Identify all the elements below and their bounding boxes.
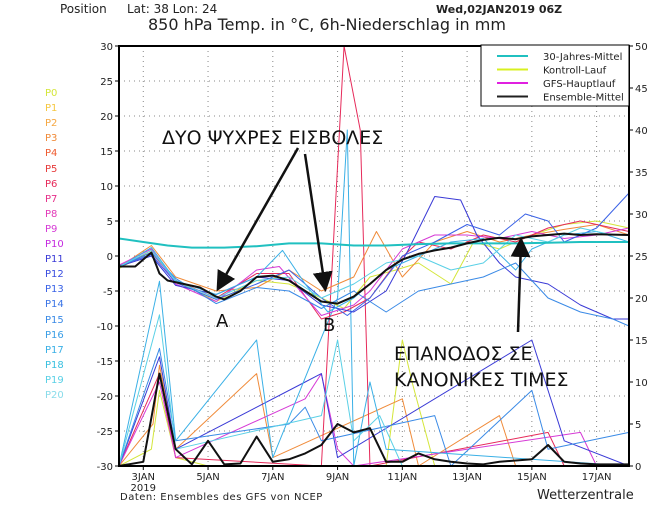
y-left-tick-label: 5 [107,217,113,228]
grid [119,46,629,466]
lat-lon-label: Lat: 38 Lon: 24 [127,2,218,16]
y-left-tick-label: 25 [100,77,113,88]
y-right-tick-label: 45 [635,84,648,95]
arrow-to-a [216,147,300,292]
y-right-tick-label: 0 [635,462,641,473]
legend-entry-label: Ensemble-Mittel [543,93,624,104]
y-left-tick-label: 20 [100,112,113,123]
y-left-tick-label: -25 [97,427,113,438]
member-label-p12: P12 [45,269,64,281]
y-right-tick-label: 20 [635,294,648,305]
annotation-label-a: A [216,311,229,332]
temp-line-p15 [118,252,630,327]
chart-legend: 30-Jahres-Mittel Kontroll-Lauf GFS-Hauptla… [480,44,630,107]
y-right-tick-label: 15 [635,336,648,347]
annotation-return-line2: ΚΑΝΟΝΙΚΕΣ ΤΙΜΕΣ [394,369,569,391]
x-tick-label: 11JAN [387,472,417,483]
member-label-p3: P3 [45,133,58,145]
precip-line-p19 [118,314,629,467]
y-left-tick-label: -5 [103,287,113,298]
chart-title: 850 hPa Temp. in °C, 6h-Niederschlag in … [148,15,506,34]
annotation-cold-outbreaks: ΔΥΟ ΨΥΧΡΕΣ ΕΙΣΒΟΛΕΣ [162,127,383,149]
member-label-p15: P15 [45,314,64,326]
temp-line-p11 [118,196,629,320]
y-left-tick-label: -30 [97,462,113,473]
member-label-p0: P0 [45,88,58,99]
member-label-p5: P5 [45,163,58,175]
annotations: ΔΥΟ ΨΥΧΡΕΣ ΕΙΣΒΟΛΕΣ A B ΕΠΑΝΟΔΟΣ ΣΕ ΚΑΝΟΝΙΚΕ… [162,127,569,391]
y-right-tick-label: 10 [635,378,648,389]
y-right-tick-label: 5 [635,420,641,431]
member-label-p2: P2 [45,118,58,130]
temp-line-p19 [118,227,629,299]
precip-lines [118,45,630,467]
temp-line-p13 [118,192,630,316]
y-left-tick-label: -15 [97,357,113,368]
temp-lines [118,192,630,327]
member-label-p6: P6 [45,178,58,190]
member-label-p11: P11 [45,254,64,266]
x-tick-sublabel: 2019 [131,483,156,494]
x-tick-label: 9JAN [326,472,349,483]
member-label-p10: P10 [45,239,64,250]
run-date: Wed,02JAN2019 06Z [436,3,563,16]
member-label-p17: P17 [45,344,64,356]
member-label-p20: P20 [45,390,64,401]
legend-entry-label: GFS-Hauptlauf [543,79,616,90]
member-label-p9: P9 [45,223,58,235]
y-left-tick-label: 15 [100,147,113,158]
position-label: Position [60,2,107,16]
y-left-tick-label: 0 [107,252,113,263]
y-right-tick-label: 40 [635,126,648,137]
y-right-tick-label: 50 [635,42,648,53]
x-tick-label: 17JAN [582,472,612,483]
y-left-tick-label: 30 [100,42,113,53]
temp-line-p3 [118,224,630,292]
x-tick-label: 5JAN [196,472,219,483]
y-right-tick-label: 30 [635,210,648,221]
member-label-p19: P19 [45,374,64,386]
member-label-p7: P7 [45,193,58,205]
y-left-tick-label: 10 [100,182,113,193]
legend-entry-label: 30-Jahres-Mittel [543,52,622,63]
member-label-p16: P16 [45,329,64,341]
annotation-label-b: B [323,315,335,336]
precip-line-p9 [118,373,629,467]
annotation-return-line1: ΕΠΑΝΟΔΟΣ ΣΕ [394,343,532,365]
member-label-p1: P1 [45,103,58,115]
precip-line-p15 [118,347,630,467]
member-label-p4: P4 [45,148,58,160]
x-tick-label: 13JAN [452,472,482,483]
axes: 302520151050-5-10-15-20-25-3050454035302… [97,42,648,494]
y-left-tick-label: -10 [97,322,113,333]
member-label-p18: P18 [45,359,64,371]
legend-entry-label: Kontroll-Lauf [543,66,607,77]
precip-ensemble-mean-line [118,372,629,467]
y-left-tick-label: -20 [97,392,113,403]
member-label-p13: P13 [45,284,64,296]
precip-line-p17 [118,129,630,467]
precip-line-p11 [118,339,630,467]
brand: Wetterzentrale [537,488,634,503]
y-right-tick-label: 35 [635,168,648,179]
arrow-to-normal [510,237,531,333]
x-tick-label: 3JAN [132,472,155,483]
member-label-p14: P14 [45,299,64,311]
member-label-p8: P8 [45,208,58,220]
x-tick-label: 15JAN [517,472,547,483]
arrow-to-b [303,153,333,292]
temp-line-p9 [118,227,630,316]
x-tick-label: 7JAN [261,472,284,483]
data-source: Daten: Ensembles des GFS von NCEP [120,492,323,503]
y-right-tick-label: 25 [635,252,648,263]
